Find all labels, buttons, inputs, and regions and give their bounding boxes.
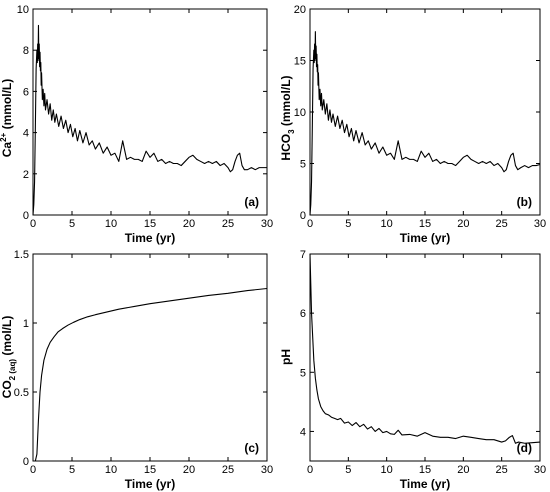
x-tick-label: 20 [457,464,469,476]
y-axis-label: Ca2+ (mmol/L) [0,79,14,157]
y-tick-label: 20 [294,4,306,16]
x-tick-label: 0 [307,218,313,230]
x-tick-label: 25 [222,218,234,230]
y-tick-label: 10 [17,4,29,16]
y-tick-label: 8 [23,45,29,57]
y-tick-label: 4 [300,426,306,438]
x-tick-label: 20 [183,464,195,476]
plot-frame [309,8,541,216]
y-tick-label: 5 [300,367,306,379]
y-axis-label: CO2 (aq) (mol/L) [0,316,17,399]
x-tick-label: 25 [222,464,234,476]
y-tick-label: 0 [300,210,306,222]
plot-frame [32,8,268,216]
y-tick-label: 7 [300,249,306,261]
x-tick-label: 10 [381,464,393,476]
y-tick-label: 1.5 [14,249,29,261]
panel-label: (a) [244,195,259,209]
x-tick-label: 30 [534,464,546,476]
y-tick-label: 4 [23,128,29,140]
y-tick-label: 2 [23,169,29,181]
panel-label: (b) [517,195,532,209]
y-tick-label: 0.5 [14,387,29,399]
x-tick-label: 25 [496,218,508,230]
panel-2: 0 5 10 15 20 25 30 0 0.5 1 1.5 Time (yr) CO2 (aq) (m… [0,249,273,491]
x-tick-label: 0 [307,464,313,476]
series-line-0 [33,287,268,462]
x-tick-label: 0 [30,218,36,230]
x-tick-label: 5 [69,218,75,230]
y-tick-label: 6 [23,86,29,98]
x-tick-label: 30 [261,218,273,230]
x-tick-label: 30 [534,218,546,230]
series-line-0 [309,253,541,444]
panel-3: 0 5 10 15 20 25 30 4 5 6 7 Time (yr) pH (d) [279,249,546,491]
y-tick-label: 1 [23,318,29,330]
y-tick-label: 6 [300,308,306,320]
y-axis-label: HCO3 (mmol/L) [279,75,296,160]
x-tick-label: 15 [419,218,431,230]
y-tick-label: 0 [23,210,29,222]
x-axis-label: Time (yr) [400,477,450,491]
x-tick-label: 10 [105,464,117,476]
panel-label: (d) [517,441,532,455]
panel-label: (c) [244,441,259,455]
y-tick-label: 0 [23,456,29,468]
series-line-0 [32,24,267,216]
x-axis-label: Time (yr) [125,477,175,491]
series-line-0 [309,31,541,216]
x-tick-label: 15 [144,464,156,476]
x-axis-label: Time (yr) [400,231,450,245]
x-tick-label: 5 [345,218,351,230]
y-tick-label: 15 [294,56,306,68]
plot-frame [32,253,268,462]
x-tick-label: 20 [183,218,195,230]
y-tick-label: 10 [294,107,306,119]
panel-0: 0 5 10 15 20 25 30 0 2 4 6 8 10 Time (yr) Ca2+ (mmol/L… [0,4,273,245]
x-tick-label: 5 [69,464,75,476]
x-tick-label: 10 [105,218,117,230]
x-tick-label: 10 [381,218,393,230]
panel-1: 0 5 10 15 20 25 30 0 5 10 15 20 Time (yr) HCO3 (mmol/… [279,4,546,245]
x-tick-label: 30 [261,464,273,476]
x-tick-label: 5 [345,464,351,476]
x-tick-label: 15 [144,218,156,230]
x-tick-label: 20 [457,218,469,230]
y-tick-label: 5 [300,159,306,171]
plot-frame [309,253,541,462]
y-axis-label: pH [279,349,293,365]
x-tick-label: 25 [496,464,508,476]
x-axis-label: Time (yr) [125,231,175,245]
x-tick-label: 0 [30,464,36,476]
x-tick-label: 15 [419,464,431,476]
